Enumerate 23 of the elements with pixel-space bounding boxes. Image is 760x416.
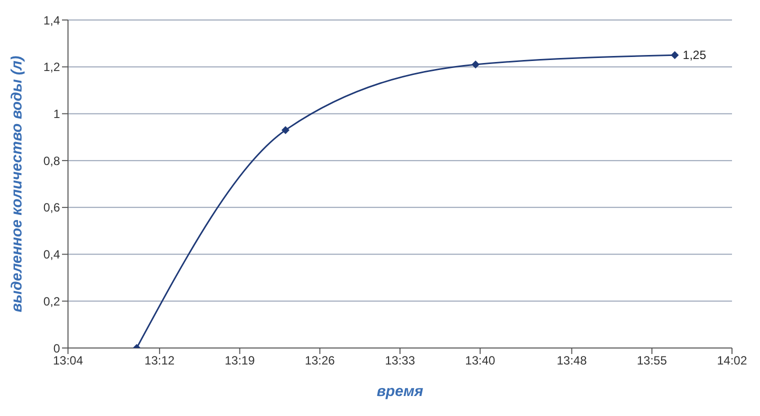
point	[670, 51, 679, 60]
y-axis-title: выделенное количество воды (л)	[8, 56, 26, 312]
x-tick-label: 13:26	[304, 354, 336, 368]
x-tick-label: 13:12	[144, 354, 175, 368]
x-tick-label: 13:55	[636, 354, 668, 368]
y-tick-label: 0,6	[43, 200, 60, 215]
x-tick-label: 13:33	[384, 354, 416, 368]
y-tick-label: 0,2	[43, 294, 60, 308]
x-axis-title: время	[376, 383, 424, 400]
y-tick-label: 0	[53, 341, 60, 356]
x-tick-label: 13:04	[52, 354, 84, 368]
point	[281, 126, 290, 134]
y-tick-label: 1,4	[43, 13, 60, 28]
y-tick-label: 1	[53, 106, 60, 121]
data-label: 1,25	[682, 48, 706, 62]
x-tick-label: 13:48	[556, 354, 588, 368]
y-tick-label: 0,4	[43, 248, 60, 262]
x-tick-label: 13:19	[224, 354, 256, 368]
point	[472, 60, 480, 69]
x-tick-label: 13:40	[465, 354, 496, 368]
y-tick-label: 1,2	[43, 60, 60, 74]
y-tick-label: 0,8	[43, 154, 60, 168]
x-tick-label: 14:02	[716, 354, 748, 368]
